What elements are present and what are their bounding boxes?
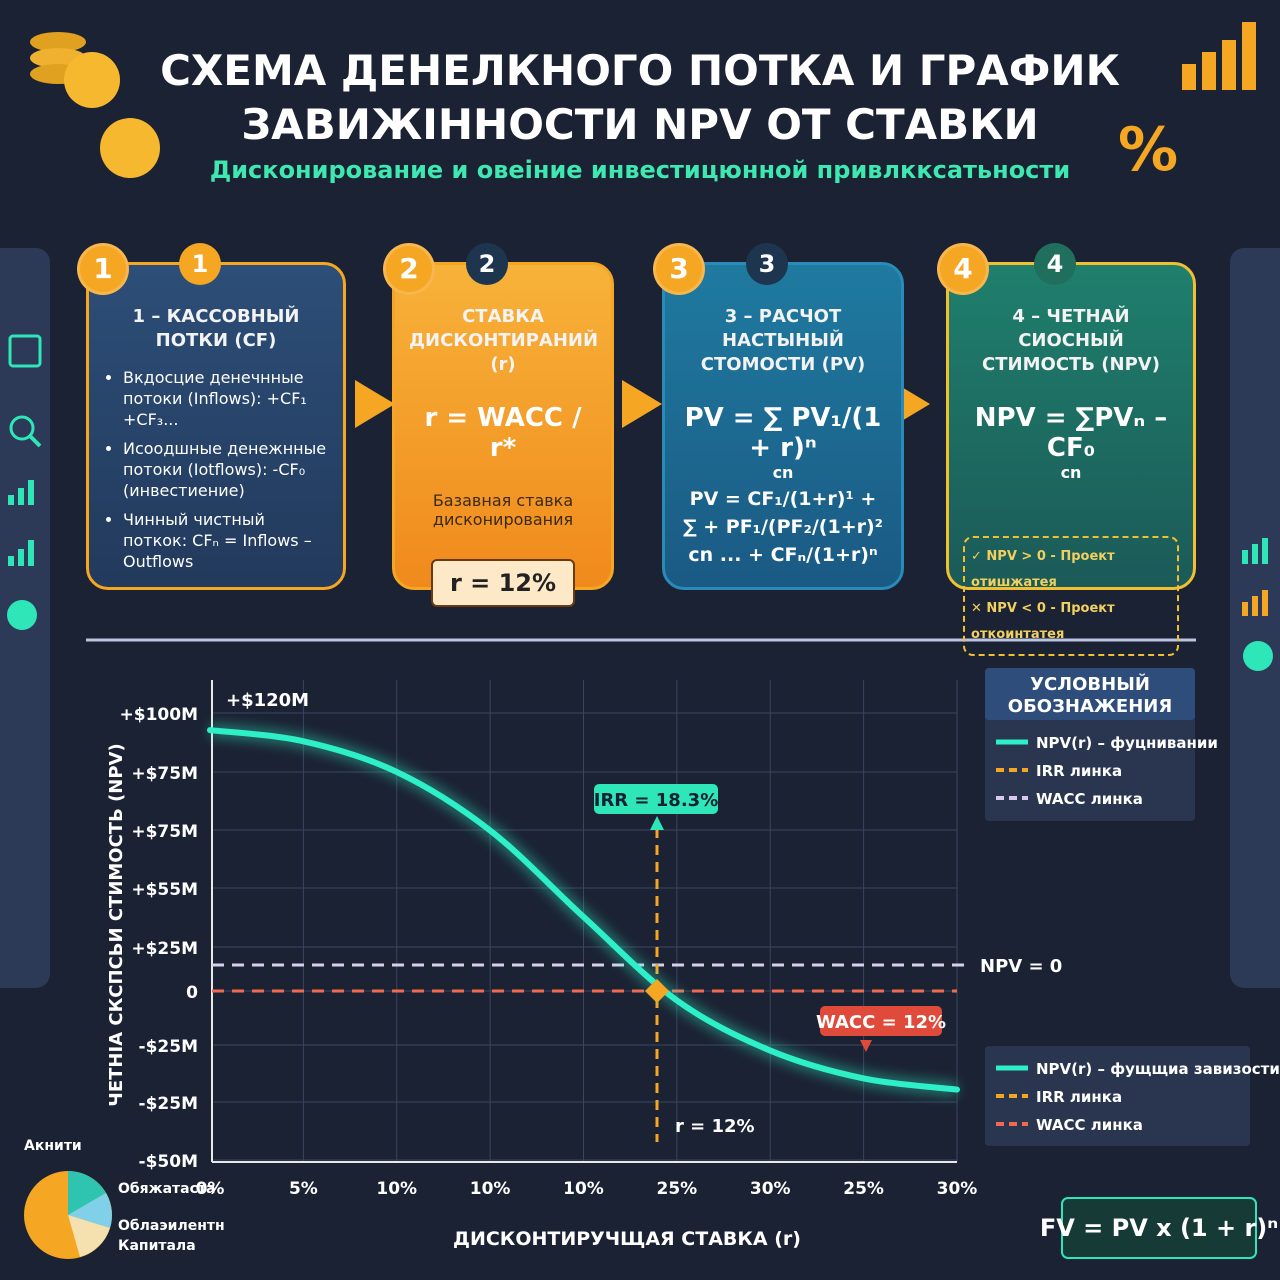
irr-arrow [650, 816, 664, 830]
legend-title: УСЛОВНЫЙ ОБОЗНАЖЕНИЯ [1008, 673, 1172, 717]
legend-label: WACC линка [1036, 790, 1143, 808]
step-title: 3 – РАСЧОТ НАСТЫНЫЙ СТОМОСТИ (PV) [700, 306, 866, 375]
formula-sub: cn [772, 463, 794, 482]
check-item: ✓ NPV > 0 - Проект отишжатея [971, 549, 1115, 590]
legend-head [985, 668, 1195, 720]
badge: 2 [466, 243, 508, 285]
step-card: 4 4 4 – ЧЕТНАЙ СИОСНЫЙ СТИМОСТЬ (NPV) NPV =… [937, 243, 1196, 656]
wacc-arrow [860, 1040, 872, 1052]
irr-badge [594, 784, 718, 814]
annotation: NPV = 0 [980, 956, 1062, 977]
side-icons [7, 334, 1273, 671]
legend-box [985, 1046, 1250, 1146]
y-tick-label: 0 [186, 983, 198, 1003]
subtitle: Дисконирование и овеiние инвестицюнной п… [209, 156, 1071, 184]
x-tick-label: 10% [563, 1179, 604, 1199]
legend-label: IRR линка [1036, 1088, 1122, 1106]
x-tick-label: 10% [376, 1179, 417, 1199]
y-tick-label: +$100M [120, 705, 198, 725]
x-axis-label: ДИСКОНТИРУЧЩАЯ СТАВКА (r) [453, 1228, 801, 1250]
title-line: ЗАВИЖІННОСТИ NPV ОТ СТАВКИ [241, 100, 1039, 149]
arrow [355, 380, 395, 428]
formula: NPV = ∑PVₙ – CF₀ [974, 403, 1168, 463]
badge: 1 [77, 243, 129, 295]
y-axis-label: ЧЕТНІА СКСПСЬИ СТИМОСТЬ (NPV) [106, 743, 127, 1106]
badge: 2 [383, 243, 435, 295]
badge: 1 [179, 243, 221, 285]
annotation: IRR = 18.3% [594, 790, 718, 811]
legend-label: IRR линка [1036, 762, 1122, 780]
irr-point [645, 979, 669, 1003]
badge: 4 [1034, 243, 1076, 285]
formula: PV = ∑ PV₁/(1 + r)ⁿ [684, 403, 882, 463]
step-title: СТАВКА ДИСКОНТИРАНИЙ (r) [409, 306, 599, 375]
x-tick-label: 30% [937, 1179, 978, 1199]
step-title: 4 – ЧЕТНАЙ СИОСНЫЙ СТИМОСТЬ (NPV) [982, 306, 1160, 375]
y-tick-label: -$50M [139, 1152, 198, 1172]
formula-line: ∑ + PF₁/(PF₂/(1+r)² [682, 516, 883, 538]
coins: % [30, 22, 1256, 185]
y-tick-label: +$55M [131, 880, 198, 900]
step-card: 2 2 СТАВКА ДИСКОНТИРАНИЙ (r) r = WACC / r* Б… [383, 243, 614, 607]
pie-label: Акнити [24, 1138, 82, 1154]
pie-label: Облаэилентн Капитала [118, 1218, 225, 1254]
right-panel [1230, 248, 1280, 988]
y-tick-label: +$25M [131, 939, 198, 959]
x-tick-label: 0% [196, 1179, 225, 1199]
formula-line: PV = CF₁/(1+r)¹ + [689, 488, 877, 510]
step-item: Чинный чистный поткок: CFₙ = Inflows – O… [123, 509, 329, 572]
annotation: +$120M [226, 690, 309, 711]
x-tick-label: 5% [289, 1179, 318, 1199]
step-item: Вкдосцие денечнные потоки (Inflows): +CF… [123, 367, 329, 430]
step-list: Вкдосцие денечнные потоки (Inflows): +CF… [103, 367, 329, 572]
legend-label: NPV(r) – фущщиа завизости [1036, 1060, 1280, 1078]
fv-formula: FV = PV x (1 + r)ⁿ [1040, 1214, 1278, 1242]
title-line: СХЕМА ДЕНЕЛКНОГО ПОТКА И ГРАФИК [160, 46, 1120, 95]
x-tick-label: 25% [843, 1179, 884, 1199]
badge: 3 [653, 243, 705, 295]
step-title: 1 – КАССОВНЫЙ ПОТКИ (CF) [132, 306, 300, 351]
annotation: WACC = 12% [816, 1012, 946, 1033]
formula-line: cn ... + CFₙ/(1+r)ⁿ [688, 544, 878, 566]
x-tick-label: 30% [750, 1179, 791, 1199]
x-tick-label: 10% [470, 1179, 511, 1199]
badge: 4 [937, 243, 989, 295]
fv-box [1061, 1197, 1257, 1259]
wacc-badge [820, 1006, 942, 1036]
formula-sub: cn [1060, 463, 1082, 482]
svg-text:%: % [1118, 115, 1178, 185]
check-item: ✕ NPV < 0 - Проект откоинтатея [971, 601, 1115, 642]
formula: r = WACC / r* [424, 403, 582, 463]
pie-icon [24, 1171, 112, 1259]
rate-box: r = 12% [431, 559, 575, 607]
legend-label: NPV(r) – фуцнивании [1036, 734, 1218, 752]
y-tick-label: -$25M [139, 1037, 198, 1057]
badge: 3 [746, 243, 788, 285]
arrow [622, 380, 662, 428]
annotation: r = 12% [675, 1116, 755, 1137]
x-tick-label: 25% [657, 1179, 698, 1199]
y-tick-label: +$75M [131, 764, 198, 784]
series-line [207, 727, 960, 1093]
step-card: 111 – КАССОВНЫЙ ПОТКИ (CF)Вкдосцие денеч… [77, 243, 346, 590]
note: Базавная ставка дисконирования [432, 491, 574, 529]
title: СХЕМА ДЕНЕЛКНОГО ПОТКА И ГРАФИК ЗАВИЖІННО… [0, 44, 1280, 152]
legend-label: WACC линка [1036, 1116, 1143, 1134]
y-tick-label: +$75M [131, 822, 198, 842]
pie-label: Обяжатаста [118, 1181, 215, 1197]
y-tick-label: -$25M [139, 1094, 198, 1114]
step-item: Исоодшные денежнные потоки (Iotflows): -… [123, 438, 329, 501]
check-box: ✓ NPV > 0 - Проект отишжатея ✕ NPV < 0 - … [963, 536, 1179, 656]
